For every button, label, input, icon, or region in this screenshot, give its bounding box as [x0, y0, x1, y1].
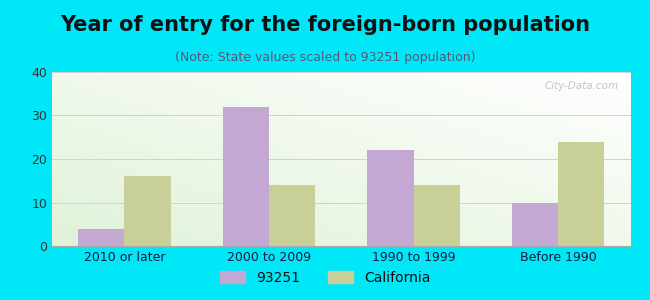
Bar: [269, 185, 315, 246]
Bar: [413, 185, 460, 246]
Bar: [558, 142, 605, 246]
Bar: [223, 107, 269, 246]
Text: (Note: State values scaled to 93251 population): (Note: State values scaled to 93251 popu…: [175, 51, 475, 64]
Bar: [124, 176, 170, 246]
Legend: 93251, California: 93251, California: [214, 265, 436, 290]
Text: City-Data.com: City-Data.com: [545, 81, 619, 91]
Bar: [78, 229, 124, 246]
Bar: [512, 202, 558, 246]
Bar: [367, 150, 413, 246]
Text: Year of entry for the foreign-born population: Year of entry for the foreign-born popul…: [60, 15, 590, 35]
